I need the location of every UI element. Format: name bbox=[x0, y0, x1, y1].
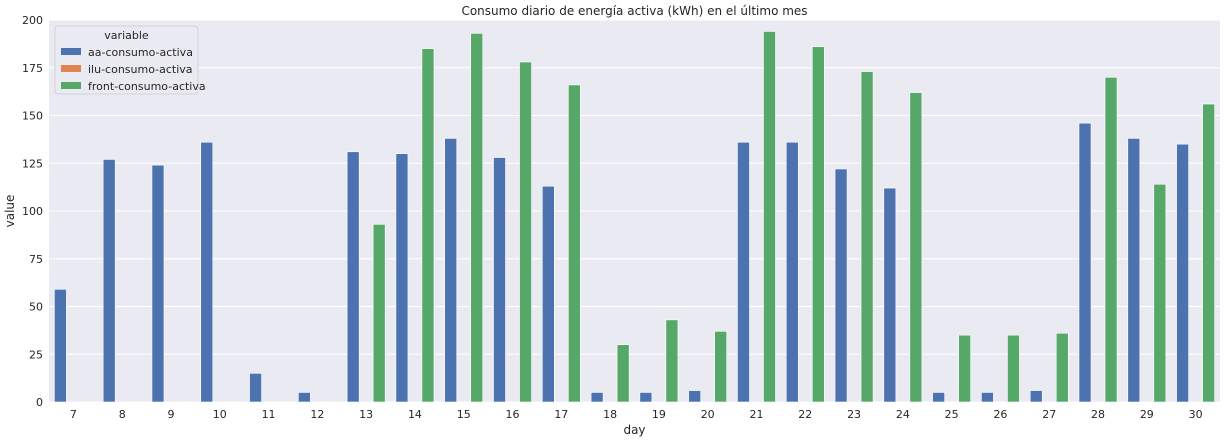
bar-aa-consumo-activa-day-20 bbox=[688, 390, 701, 403]
bar-front-consumo-activa-day-30 bbox=[1202, 103, 1215, 403]
bar-aa-consumo-activa-day-13 bbox=[346, 151, 360, 403]
bar-aa-consumo-activa-day-9 bbox=[151, 164, 165, 403]
bar-front-consumo-activa-day-24 bbox=[909, 92, 923, 403]
bar-aa-consumo-activa-day-18 bbox=[590, 392, 604, 403]
x-tick-label: 16 bbox=[506, 408, 520, 421]
x-tick-label: 22 bbox=[798, 408, 812, 421]
x-tick-label: 17 bbox=[554, 408, 568, 421]
bar-aa-consumo-activa-day-26 bbox=[981, 392, 994, 403]
bar-aa-consumo-activa-day-30 bbox=[1176, 143, 1189, 403]
x-tick-label: 9 bbox=[167, 408, 174, 421]
bar-front-consumo-activa-day-26 bbox=[1007, 334, 1020, 403]
x-tick-label: 14 bbox=[408, 408, 422, 421]
x-axis-label: day bbox=[623, 423, 645, 437]
x-tick-label: 26 bbox=[993, 408, 1007, 421]
legend-swatch-ilu-consumo-activa bbox=[61, 65, 81, 72]
bars bbox=[54, 31, 1215, 403]
chart-title: Consumo diario de energía activa (kWh) e… bbox=[461, 4, 807, 18]
bar-aa-consumo-activa-day-7 bbox=[54, 289, 67, 403]
bar-front-consumo-activa-day-20 bbox=[714, 331, 728, 403]
bar-front-consumo-activa-day-21 bbox=[763, 31, 776, 403]
bar-front-consumo-activa-day-23 bbox=[860, 71, 874, 403]
bar-aa-consumo-activa-day-10 bbox=[200, 141, 214, 403]
bar-front-consumo-activa-day-29 bbox=[1153, 183, 1167, 403]
y-tick-label: 150 bbox=[22, 110, 43, 123]
bar-aa-consumo-activa-day-12 bbox=[298, 392, 311, 403]
bar-front-consumo-activa-day-16 bbox=[519, 61, 532, 403]
bar-front-consumo-activa-day-18 bbox=[616, 344, 630, 403]
y-tick-label: 25 bbox=[29, 348, 43, 361]
x-tick-label: 18 bbox=[603, 408, 617, 421]
x-tick-labels: 7 8 9 10 11 12 13 14 15 16 17 18 19 20 21 22 23 24 25 26 27 2… bbox=[70, 408, 1203, 421]
x-tick-label: 21 bbox=[749, 408, 763, 421]
x-tick-label: 8 bbox=[119, 408, 126, 421]
bar-aa-consumo-activa-day-17 bbox=[541, 185, 555, 403]
x-tick-label: 29 bbox=[1140, 408, 1154, 421]
bar-front-consumo-activa-day-25 bbox=[958, 334, 971, 403]
y-tick-label: 100 bbox=[22, 205, 43, 218]
y-axis-label: value bbox=[3, 195, 17, 228]
bar-aa-consumo-activa-day-24 bbox=[883, 187, 897, 403]
x-tick-label: 12 bbox=[310, 408, 324, 421]
y-tick-label: 75 bbox=[29, 253, 43, 266]
bar-aa-consumo-activa-day-16 bbox=[493, 157, 506, 403]
x-tick-label: 20 bbox=[701, 408, 715, 421]
bar-front-consumo-activa-day-15 bbox=[470, 33, 484, 403]
x-tick-label: 10 bbox=[213, 408, 227, 421]
legend-label-front-consumo-activa: front-consumo-activa bbox=[88, 80, 206, 93]
x-tick-label: 7 bbox=[70, 408, 77, 421]
bar-front-consumo-activa-day-28 bbox=[1104, 77, 1118, 403]
bar-aa-consumo-activa-day-27 bbox=[1029, 390, 1043, 403]
y-tick-label: 125 bbox=[22, 157, 43, 170]
bar-aa-consumo-activa-day-15 bbox=[444, 138, 458, 403]
legend-swatch-aa-consumo-activa bbox=[61, 48, 81, 55]
bar-aa-consumo-activa-day-11 bbox=[249, 373, 262, 403]
bar-aa-consumo-activa-day-21 bbox=[737, 141, 750, 403]
bar-aa-consumo-activa-day-25 bbox=[932, 392, 945, 403]
x-tick-label: 15 bbox=[457, 408, 471, 421]
y-tick-label: 50 bbox=[29, 301, 43, 314]
x-tick-label: 28 bbox=[1091, 408, 1105, 421]
bar-front-consumo-activa-day-27 bbox=[1055, 332, 1069, 403]
y-tick-labels: 0 25 50 75 100 125 150 175 200 bbox=[22, 14, 43, 409]
bar-aa-consumo-activa-day-22 bbox=[785, 141, 799, 403]
legend-box bbox=[54, 25, 199, 95]
bar-aa-consumo-activa-day-19 bbox=[639, 392, 653, 403]
bar-aa-consumo-activa-day-28 bbox=[1078, 122, 1092, 403]
y-tick-label: 200 bbox=[22, 14, 43, 27]
legend-swatch-front-consumo-activa bbox=[61, 82, 81, 89]
gridlines bbox=[49, 19, 1220, 403]
bar-front-consumo-activa-day-13 bbox=[372, 224, 386, 403]
x-tick-label: 11 bbox=[262, 408, 276, 421]
y-tick-label: 175 bbox=[22, 62, 43, 75]
bar-aa-consumo-activa-day-23 bbox=[834, 168, 848, 403]
legend-label-aa-consumo-activa: aa-consumo-activa bbox=[88, 46, 193, 59]
bar-front-consumo-activa-day-22 bbox=[811, 46, 825, 403]
y-tick-label: 0 bbox=[36, 396, 43, 409]
bar-aa-consumo-activa-day-29 bbox=[1127, 138, 1141, 403]
x-tick-label: 27 bbox=[1042, 408, 1056, 421]
legend-items: aa-consumo-activa ilu-consumo-activa front… bbox=[61, 46, 206, 93]
bar-front-consumo-activa-day-17 bbox=[568, 84, 581, 403]
x-tick-label: 24 bbox=[896, 408, 910, 421]
bar-front-consumo-activa-day-19 bbox=[665, 319, 679, 403]
legend: variable aa-consumo-activa ilu-consumo-ac… bbox=[54, 25, 206, 95]
legend-title: variable bbox=[104, 29, 149, 42]
bar-aa-consumo-activa-day-8 bbox=[102, 159, 116, 403]
legend-label-ilu-consumo-activa: ilu-consumo-activa bbox=[88, 63, 193, 76]
x-tick-label: 13 bbox=[359, 408, 373, 421]
bar-front-consumo-activa-day-14 bbox=[421, 48, 435, 403]
bar-aa-consumo-activa-day-14 bbox=[395, 153, 409, 403]
x-tick-label: 23 bbox=[847, 408, 861, 421]
x-tick-label: 25 bbox=[945, 408, 959, 421]
x-tick-label: 30 bbox=[1189, 408, 1203, 421]
x-tick-label: 19 bbox=[652, 408, 666, 421]
